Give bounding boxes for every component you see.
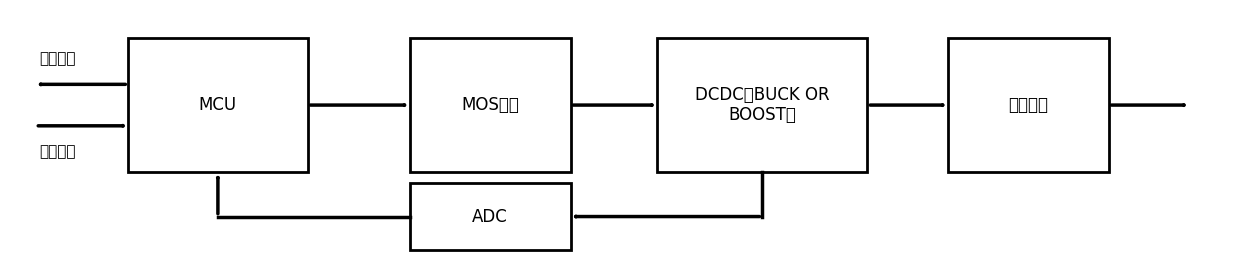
Bar — [657, 38, 868, 172]
Text: ADC: ADC — [472, 208, 508, 226]
Text: MCU: MCU — [198, 96, 237, 114]
Text: 指令接收: 指令接收 — [40, 144, 76, 159]
Bar — [947, 38, 1109, 172]
Bar — [128, 38, 308, 172]
Text: 保护电路: 保护电路 — [1008, 96, 1048, 114]
Text: 上传数据: 上传数据 — [40, 51, 76, 66]
Bar — [409, 183, 570, 250]
Text: MOS驱动: MOS驱动 — [461, 96, 520, 114]
Bar — [409, 38, 570, 172]
Text: DCDC（BUCK OR
BOOST）: DCDC（BUCK OR BOOST） — [694, 86, 830, 124]
